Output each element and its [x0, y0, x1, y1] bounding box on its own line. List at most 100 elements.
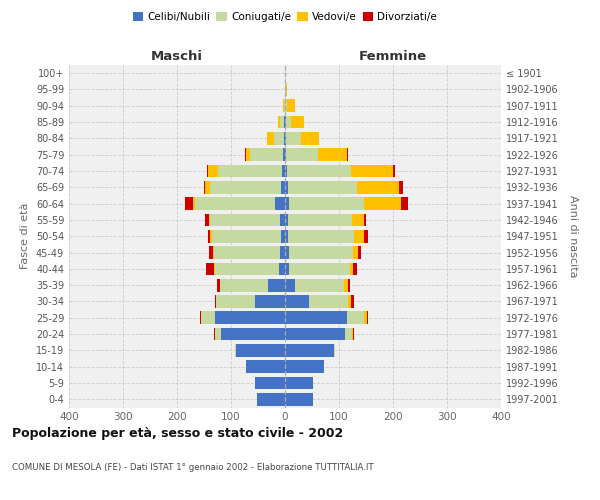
Bar — [364, 198, 401, 210]
Bar — [285, 279, 295, 291]
Bar — [250, 148, 283, 161]
Text: Maschi: Maschi — [151, 50, 203, 62]
Bar — [288, 214, 352, 226]
Bar — [215, 262, 278, 275]
Bar — [295, 279, 344, 291]
Bar — [206, 262, 214, 275]
Bar — [193, 198, 196, 210]
Bar — [364, 312, 367, 324]
Bar — [289, 262, 350, 275]
Bar — [346, 328, 352, 340]
Bar — [280, 116, 284, 128]
Bar — [281, 181, 285, 194]
Bar — [285, 376, 313, 390]
Bar — [278, 262, 285, 275]
Text: Popolazione per età, sesso e stato civile - 2002: Popolazione per età, sesso e stato civil… — [12, 428, 343, 440]
Bar — [352, 328, 353, 340]
Bar — [367, 312, 368, 324]
Bar — [364, 214, 366, 226]
Bar — [285, 164, 287, 177]
Bar — [285, 181, 288, 194]
Bar — [215, 295, 217, 308]
Bar — [353, 246, 358, 259]
Bar — [285, 230, 288, 242]
Y-axis label: Fasce di età: Fasce di età — [20, 203, 30, 270]
Bar — [286, 116, 291, 128]
Bar — [215, 328, 221, 340]
Bar — [205, 181, 211, 194]
Bar — [334, 344, 335, 357]
Bar — [185, 198, 193, 210]
Legend: Celibi/Nubili, Coniugati/e, Vedovi/e, Divorziati/e: Celibi/Nubili, Coniugati/e, Vedovi/e, Di… — [130, 10, 440, 26]
Bar — [301, 132, 319, 145]
Bar — [284, 132, 285, 145]
Bar — [285, 214, 288, 226]
Bar — [211, 181, 281, 194]
Bar — [246, 148, 250, 161]
Y-axis label: Anni di nascita: Anni di nascita — [568, 195, 578, 278]
Bar — [350, 262, 353, 275]
Bar — [285, 344, 334, 357]
Bar — [288, 181, 357, 194]
Bar — [287, 100, 295, 112]
Bar — [245, 148, 246, 161]
Bar — [256, 376, 285, 390]
Bar — [281, 230, 285, 242]
Bar — [278, 116, 280, 128]
Bar — [319, 148, 347, 161]
Bar — [202, 312, 215, 324]
Bar — [236, 344, 285, 357]
Bar — [344, 279, 347, 291]
Bar — [196, 198, 275, 210]
Bar — [285, 328, 346, 340]
Bar — [291, 116, 304, 128]
Bar — [287, 164, 351, 177]
Bar — [285, 148, 286, 161]
Bar — [393, 164, 395, 177]
Bar — [358, 246, 361, 259]
Bar — [211, 230, 212, 242]
Bar — [214, 246, 280, 259]
Bar — [275, 198, 285, 210]
Bar — [256, 295, 285, 308]
Bar — [364, 230, 368, 242]
Bar — [212, 230, 281, 242]
Bar — [347, 312, 364, 324]
Bar — [235, 344, 236, 357]
Bar — [280, 214, 285, 226]
Bar — [285, 198, 289, 210]
Bar — [285, 262, 289, 275]
Bar — [399, 181, 403, 194]
Bar — [214, 328, 215, 340]
Bar — [351, 164, 393, 177]
Bar — [205, 214, 209, 226]
Bar — [401, 198, 408, 210]
Bar — [220, 279, 268, 291]
Bar — [352, 214, 364, 226]
Bar — [285, 83, 286, 96]
Bar — [283, 148, 285, 161]
Bar — [285, 360, 324, 373]
Bar — [289, 246, 353, 259]
Bar — [282, 164, 285, 177]
Bar — [285, 393, 313, 406]
Bar — [310, 295, 348, 308]
Bar — [208, 230, 211, 242]
Bar — [347, 279, 350, 291]
Bar — [274, 132, 284, 145]
Bar — [353, 328, 354, 340]
Text: Femmine: Femmine — [359, 50, 427, 62]
Bar — [209, 246, 213, 259]
Bar — [200, 312, 202, 324]
Bar — [348, 295, 351, 308]
Bar — [285, 100, 287, 112]
Bar — [217, 279, 220, 291]
Bar — [209, 214, 211, 226]
Bar — [289, 198, 364, 210]
Bar — [288, 230, 354, 242]
Bar — [217, 295, 256, 308]
Bar — [280, 246, 285, 259]
Bar — [357, 181, 399, 194]
Bar — [285, 295, 310, 308]
Bar — [353, 262, 358, 275]
